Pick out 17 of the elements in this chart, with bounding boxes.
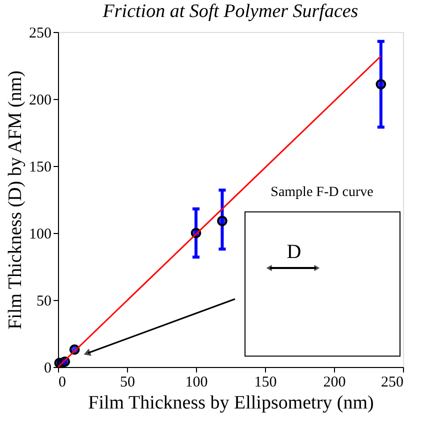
annotation: D: [286, 241, 302, 263]
y-tick-label: 250: [29, 26, 52, 42]
x-tick-label: 100: [185, 374, 208, 390]
x-tick-label: 0: [58, 374, 66, 390]
x-tick-label: 200: [323, 374, 346, 390]
y-tick-label: 50: [36, 294, 52, 310]
x-tick-label: 250: [381, 374, 404, 390]
x-tick-label: 50: [120, 374, 135, 390]
annotation: Sample F-D curve: [270, 185, 374, 200]
x-tick-label: 150: [254, 374, 277, 390]
chart-title: Friction at Soft Polymer Surfaces: [102, 1, 358, 22]
y-tick-label: 100: [29, 226, 52, 242]
x-axis-title: Film Thickness by Ellipsometry (nm): [88, 392, 374, 414]
y-tick-label: 200: [29, 92, 52, 108]
y-tick-label: 150: [29, 160, 52, 176]
y-tick-label: 0: [44, 360, 52, 376]
y-axis-title: Film Thickness (D) by AFM (nm): [5, 70, 26, 330]
